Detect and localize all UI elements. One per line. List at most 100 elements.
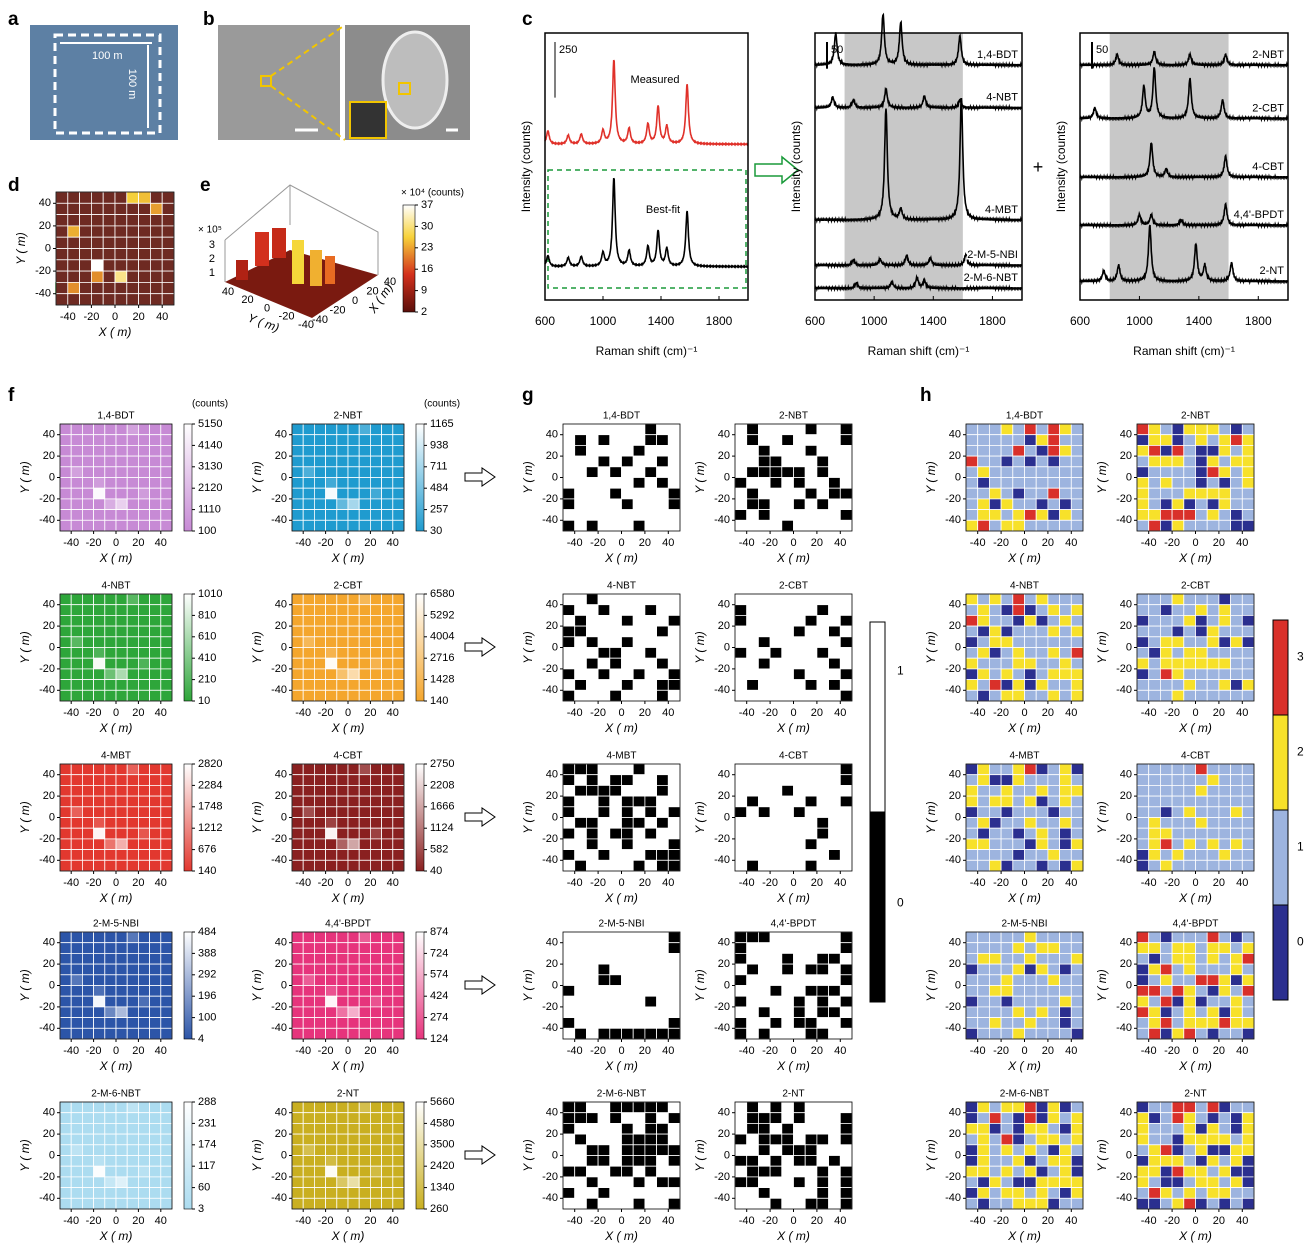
cell bbox=[369, 509, 382, 521]
cell bbox=[839, 1155, 853, 1167]
cell bbox=[137, 1197, 150, 1210]
cell bbox=[149, 795, 162, 808]
cell bbox=[816, 963, 830, 976]
cell bbox=[104, 838, 117, 851]
cell bbox=[609, 1144, 622, 1156]
panel-label: b bbox=[203, 9, 215, 30]
colorbar-tick-label: 6580 bbox=[430, 588, 454, 600]
cell bbox=[369, 689, 382, 702]
cell bbox=[609, 423, 622, 436]
cell bbox=[1195, 785, 1208, 797]
cell bbox=[667, 849, 681, 861]
cell bbox=[816, 1027, 830, 1040]
y-tick-label: 20 bbox=[241, 294, 253, 306]
cell bbox=[828, 1197, 841, 1210]
cell bbox=[313, 763, 326, 776]
cell bbox=[115, 625, 128, 638]
cell bbox=[632, 859, 646, 872]
cell bbox=[291, 1197, 304, 1210]
cell bbox=[667, 444, 681, 457]
cell bbox=[574, 1187, 587, 1199]
y-axis-label: Y ( m) bbox=[924, 1139, 938, 1171]
cell bbox=[1160, 995, 1173, 1008]
cell bbox=[1136, 806, 1150, 818]
cell bbox=[1230, 1017, 1243, 1029]
cell bbox=[1136, 953, 1150, 965]
cell bbox=[137, 995, 150, 1008]
cell bbox=[1024, 953, 1037, 965]
y-tick-label: 0 bbox=[1126, 811, 1132, 823]
cell bbox=[149, 817, 162, 829]
cell bbox=[656, 953, 669, 965]
cell bbox=[609, 668, 622, 681]
cell bbox=[1024, 1123, 1037, 1135]
cell bbox=[621, 817, 634, 829]
y-tick-label: 0 bbox=[281, 811, 287, 823]
cell bbox=[1206, 423, 1220, 436]
cell bbox=[1059, 519, 1072, 532]
cell bbox=[1230, 849, 1243, 861]
cell bbox=[1059, 423, 1072, 436]
cell bbox=[70, 1006, 83, 1019]
cell bbox=[586, 1112, 599, 1124]
cell bbox=[291, 806, 304, 818]
cell bbox=[138, 281, 151, 295]
x-tick-label: 40 bbox=[662, 1045, 674, 1057]
y-tick-label: 0 bbox=[281, 979, 287, 991]
cell bbox=[1070, 963, 1084, 976]
cell bbox=[746, 1165, 759, 1178]
cell bbox=[793, 444, 806, 457]
cell bbox=[160, 509, 173, 521]
cell bbox=[621, 1144, 634, 1156]
cell bbox=[93, 1123, 106, 1135]
cell bbox=[291, 953, 304, 965]
cell bbox=[1230, 1187, 1243, 1199]
x-tick-label: 40 bbox=[155, 877, 167, 889]
colorbar-tick-label: 424 bbox=[430, 990, 448, 1002]
cell bbox=[104, 657, 117, 670]
cell bbox=[115, 827, 128, 840]
cell bbox=[746, 1155, 759, 1167]
cell bbox=[1136, 931, 1150, 944]
cell bbox=[1160, 795, 1173, 808]
cell bbox=[793, 817, 806, 829]
cell bbox=[1136, 817, 1150, 829]
cell bbox=[160, 636, 173, 648]
colorbar-tick-label: 2120 bbox=[198, 482, 222, 494]
cell bbox=[1148, 1101, 1161, 1114]
cell bbox=[1230, 817, 1243, 829]
cell bbox=[1195, 519, 1208, 532]
cell bbox=[1195, 763, 1208, 776]
cell bbox=[1218, 974, 1232, 986]
cell bbox=[358, 455, 371, 468]
cell bbox=[977, 817, 990, 829]
cell bbox=[160, 625, 173, 638]
cell bbox=[137, 1017, 150, 1029]
colorbar-tick-label: 274 bbox=[430, 1012, 448, 1024]
cell bbox=[632, 931, 646, 944]
y-tick-label: 20 bbox=[718, 958, 730, 970]
arrow bbox=[464, 467, 496, 487]
spectrum-label: 2-CBT bbox=[1252, 102, 1284, 114]
cell bbox=[347, 593, 360, 606]
cell bbox=[291, 625, 304, 638]
cell bbox=[758, 498, 771, 510]
cell bbox=[115, 1017, 128, 1029]
cell bbox=[621, 657, 634, 670]
cell bbox=[586, 519, 599, 532]
cell bbox=[839, 985, 853, 997]
colorbar-tick-label: 196 bbox=[198, 990, 216, 1002]
cell bbox=[977, 593, 990, 606]
cell bbox=[1024, 615, 1037, 627]
cell bbox=[1171, 1187, 1185, 1199]
cell bbox=[1000, 1165, 1014, 1178]
cell bbox=[632, 1123, 646, 1135]
y-tick-label: 40 bbox=[1120, 599, 1132, 611]
cell bbox=[160, 1123, 173, 1135]
colorbar-tick-label: 4004 bbox=[430, 631, 454, 643]
cell bbox=[574, 604, 587, 616]
cell bbox=[1148, 953, 1161, 965]
cell bbox=[562, 636, 576, 648]
cell bbox=[1195, 498, 1208, 510]
cell bbox=[102, 281, 116, 295]
